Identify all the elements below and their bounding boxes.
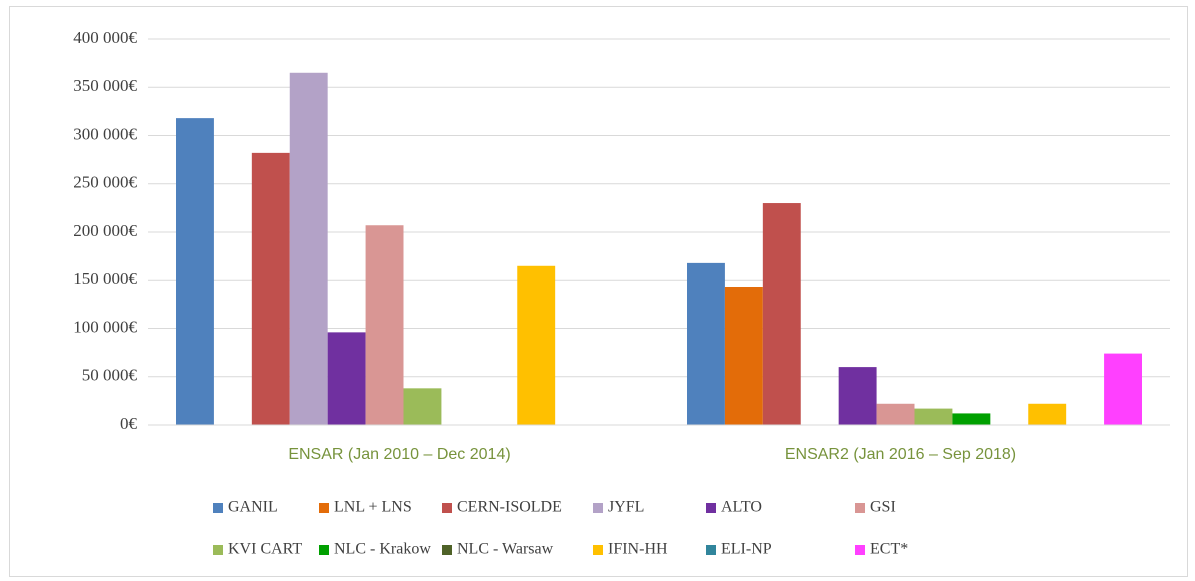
legend-label: LNL + LNS <box>334 499 412 516</box>
y-tick-label: 200 000€ <box>73 221 137 240</box>
legend-swatch <box>706 545 716 555</box>
y-tick-label: 400 000€ <box>73 28 137 47</box>
bar <box>403 388 442 425</box>
bar <box>838 367 877 425</box>
legend-swatch <box>593 503 603 513</box>
legend-swatch <box>442 545 452 555</box>
legend-swatch <box>855 503 865 513</box>
legend-label: ECT* <box>870 541 908 558</box>
bar <box>517 265 556 425</box>
y-tick-label: 100 000€ <box>73 317 137 336</box>
bar <box>176 118 214 425</box>
y-tick-label: 0€ <box>120 414 138 433</box>
legend-swatch <box>855 545 865 555</box>
legend-label: NLC - Warsaw <box>457 541 554 558</box>
y-tick-label: 300 000€ <box>73 124 137 143</box>
legend-label: JYFL <box>608 499 644 516</box>
legend-label: GANIL <box>228 499 278 516</box>
x-tick-label: ENSAR2 (Jan 2016 – Sep 2018) <box>785 446 1016 463</box>
legend-label: GSI <box>870 499 896 516</box>
bar <box>876 403 915 425</box>
legend-label: NLC - Krakow <box>334 541 431 558</box>
y-tick-label: 250 000€ <box>73 173 137 192</box>
bar <box>914 408 953 425</box>
bar <box>289 72 328 426</box>
legend-swatch <box>319 545 329 555</box>
bar <box>1104 353 1142 425</box>
y-tick-label: 150 000€ <box>73 269 137 288</box>
legend-swatch <box>442 503 452 513</box>
bar <box>1028 403 1067 425</box>
bar <box>952 413 991 425</box>
bar <box>327 332 366 425</box>
y-tick-label: 50 000€ <box>82 366 138 385</box>
bar <box>251 152 290 425</box>
legend-label: ALTO <box>721 499 762 516</box>
legend-swatch <box>213 503 223 513</box>
bar <box>762 203 801 425</box>
bar <box>365 225 404 425</box>
legend-label: ELI-NP <box>721 541 772 558</box>
bar <box>687 262 725 425</box>
legend-swatch <box>319 503 329 513</box>
legend-swatch <box>213 545 223 555</box>
y-tick-label: 350 000€ <box>73 76 137 95</box>
x-tick-label: ENSAR (Jan 2010 – Dec 2014) <box>288 446 510 463</box>
legend-label: KVI CART <box>228 541 302 558</box>
legend-label: IFIN-HH <box>608 541 668 558</box>
legend-label: CERN-ISOLDE <box>457 499 562 516</box>
legend-swatch <box>593 545 603 555</box>
bar <box>724 287 763 425</box>
legend-swatch <box>706 503 716 513</box>
